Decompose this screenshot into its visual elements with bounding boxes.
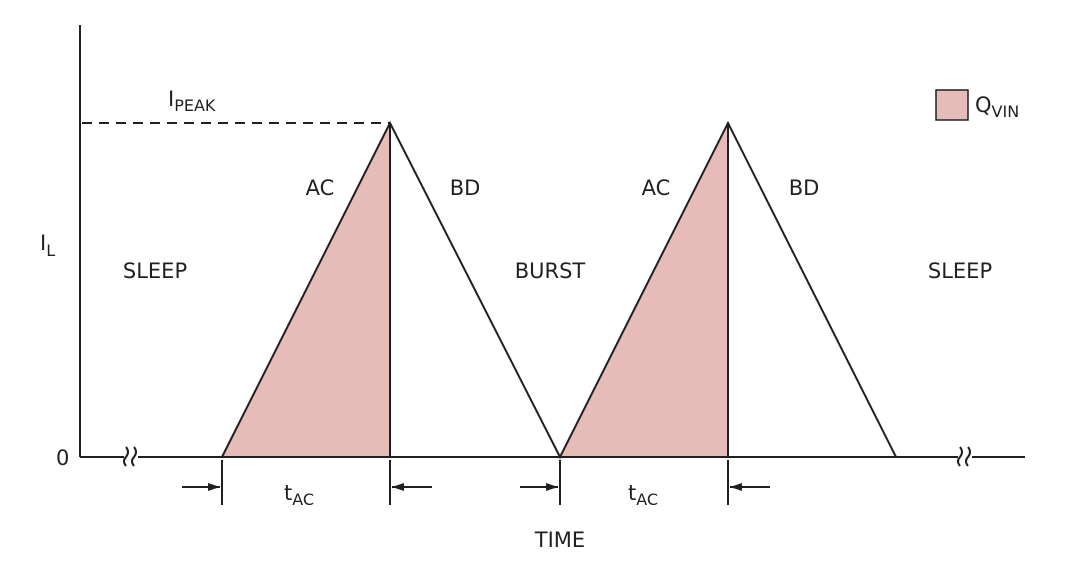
phase-label: SLEEP — [123, 259, 187, 283]
segment-label: AC — [306, 176, 335, 200]
phase-label: BURST — [515, 259, 586, 283]
legend-swatch — [935, 89, 969, 121]
segment-label: AC — [642, 176, 671, 200]
y-axis-label: IL — [40, 231, 55, 260]
axis-break — [957, 446, 971, 467]
axis-break — [123, 446, 137, 467]
inductor-current — [221, 120, 897, 460]
duration-label: tAC — [628, 481, 658, 509]
peak-label: IPEAK — [168, 87, 216, 115]
legend-label: QVIN — [975, 93, 1019, 121]
segment-label: BD — [450, 176, 481, 200]
origin-label: 0 — [56, 446, 69, 470]
dimension — [182, 460, 770, 505]
segment-label: BD — [789, 176, 820, 200]
duration-label: tAC — [284, 481, 314, 509]
phase-label: SLEEP — [928, 259, 992, 283]
x-axis-label: TIME — [534, 528, 585, 552]
